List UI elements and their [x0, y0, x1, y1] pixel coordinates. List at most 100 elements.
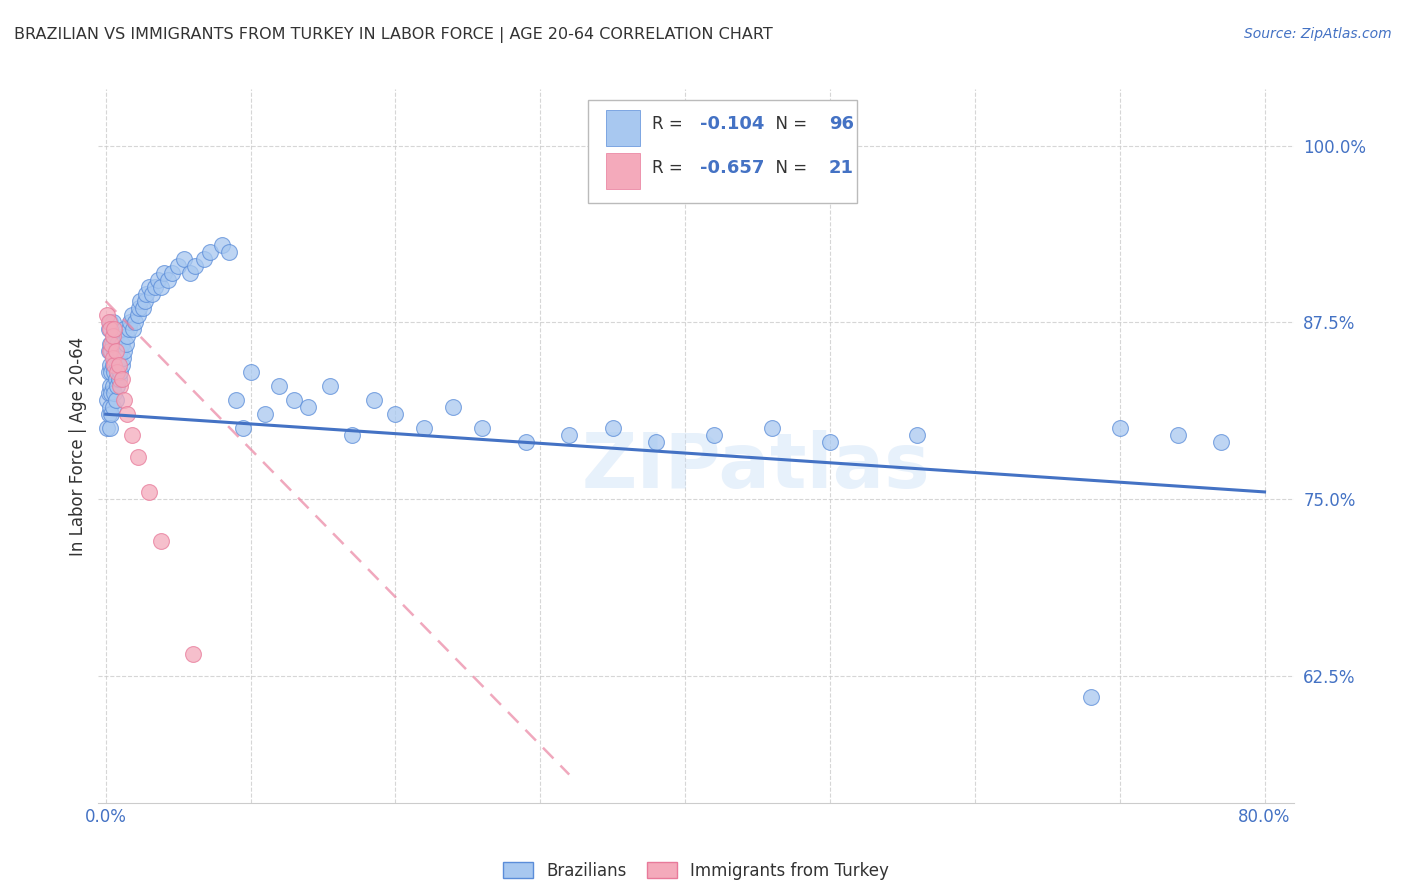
- Point: [645, 435, 668, 450]
- Text: -0.657: -0.657: [700, 159, 763, 177]
- Point: [98, 379, 121, 393]
- Point: [558, 428, 581, 442]
- Point: [104, 351, 127, 365]
- Point: [211, 237, 233, 252]
- Point: [384, 407, 406, 421]
- Point: [98, 322, 121, 336]
- Point: [218, 244, 240, 259]
- Point: [98, 343, 121, 358]
- Point: [115, 336, 138, 351]
- Point: [96, 308, 118, 322]
- Point: [100, 343, 122, 358]
- Point: [297, 400, 319, 414]
- Point: [1080, 690, 1102, 704]
- Point: [138, 280, 160, 294]
- Point: [121, 428, 143, 442]
- Point: [149, 534, 172, 549]
- Point: [239, 365, 262, 379]
- Point: [114, 322, 136, 336]
- Point: [108, 343, 131, 358]
- Point: [101, 400, 124, 414]
- Point: [319, 379, 342, 393]
- Text: -0.104: -0.104: [700, 115, 763, 133]
- Point: [103, 322, 125, 336]
- Point: [703, 428, 725, 442]
- Point: [101, 358, 124, 372]
- Point: [225, 393, 247, 408]
- Point: [818, 435, 841, 450]
- Point: [124, 315, 146, 329]
- Point: [101, 329, 124, 343]
- Text: N =: N =: [765, 115, 813, 133]
- Point: [905, 428, 928, 442]
- Point: [198, 244, 221, 259]
- Point: [141, 287, 163, 301]
- Point: [128, 301, 150, 316]
- Point: [761, 421, 783, 435]
- Point: [97, 407, 120, 421]
- Point: [127, 308, 149, 322]
- Point: [96, 421, 118, 435]
- Point: [162, 266, 184, 280]
- Point: [110, 336, 132, 351]
- Point: [232, 421, 254, 435]
- Point: [340, 428, 363, 442]
- Text: ZIPatlas: ZIPatlas: [582, 431, 929, 504]
- Text: N =: N =: [765, 159, 813, 177]
- Point: [100, 407, 122, 421]
- Point: [135, 287, 157, 301]
- Point: [156, 273, 179, 287]
- Text: 21: 21: [828, 159, 853, 177]
- Point: [1167, 428, 1189, 442]
- Point: [1209, 435, 1232, 450]
- Point: [143, 280, 166, 294]
- Point: [146, 273, 169, 287]
- Point: [602, 421, 624, 435]
- Point: [413, 421, 436, 435]
- Point: [167, 259, 190, 273]
- Point: [103, 358, 125, 372]
- Point: [114, 393, 136, 408]
- Legend: Brazilians, Immigrants from Turkey: Brazilians, Immigrants from Turkey: [503, 862, 889, 880]
- FancyBboxPatch shape: [589, 100, 858, 203]
- Text: Source: ZipAtlas.com: Source: ZipAtlas.com: [1244, 27, 1392, 41]
- Point: [110, 358, 132, 372]
- Point: [96, 393, 118, 408]
- Point: [103, 343, 125, 358]
- Point: [101, 336, 124, 351]
- Point: [105, 336, 128, 351]
- Point: [471, 421, 494, 435]
- Point: [118, 322, 141, 336]
- Point: [107, 372, 129, 386]
- Text: BRAZILIAN VS IMMIGRANTS FROM TURKEY IN LABOR FORCE | AGE 20-64 CORRELATION CHART: BRAZILIAN VS IMMIGRANTS FROM TURKEY IN L…: [14, 27, 773, 43]
- Point: [515, 435, 537, 450]
- Point: [98, 315, 121, 329]
- Point: [134, 294, 156, 309]
- Point: [105, 379, 128, 393]
- Point: [101, 351, 124, 365]
- Point: [97, 365, 120, 379]
- Point: [253, 407, 276, 421]
- Point: [114, 343, 136, 358]
- Point: [181, 648, 204, 662]
- Point: [104, 343, 127, 358]
- Point: [110, 372, 132, 386]
- Text: R =: R =: [652, 159, 688, 177]
- Point: [184, 259, 207, 273]
- Point: [283, 393, 305, 408]
- Point: [120, 315, 142, 329]
- Point: [138, 484, 160, 499]
- Point: [107, 358, 129, 372]
- Point: [122, 322, 145, 336]
- Point: [105, 365, 128, 379]
- Point: [121, 308, 143, 322]
- Point: [179, 266, 201, 280]
- Point: [1108, 421, 1130, 435]
- Point: [97, 343, 120, 358]
- Point: [105, 358, 128, 372]
- FancyBboxPatch shape: [606, 110, 640, 145]
- Point: [108, 365, 131, 379]
- Point: [101, 379, 124, 393]
- Point: [129, 294, 152, 309]
- Point: [101, 315, 124, 329]
